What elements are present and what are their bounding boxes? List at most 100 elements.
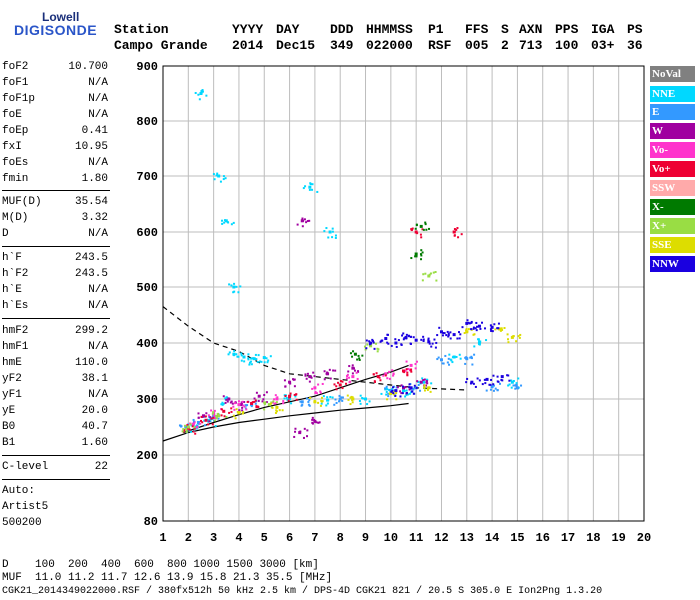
x-tick-label: 13 — [460, 531, 474, 545]
y-tick-label: 400 — [136, 337, 158, 351]
data-point — [422, 379, 425, 382]
data-point — [308, 404, 311, 407]
data-point — [347, 398, 350, 401]
data-point — [368, 400, 371, 403]
data-point — [328, 368, 331, 371]
data-point — [257, 394, 261, 398]
data-point — [193, 427, 196, 430]
data-point — [257, 354, 260, 357]
data-point — [375, 342, 378, 345]
data-point — [408, 388, 411, 391]
data-point — [492, 374, 495, 377]
data-point — [364, 348, 367, 351]
data-point — [307, 403, 310, 406]
data-point — [317, 401, 320, 404]
data-point — [414, 255, 417, 258]
data-point — [456, 227, 459, 230]
data-point — [311, 188, 314, 191]
data-point — [489, 383, 492, 386]
data-point — [237, 411, 241, 415]
data-point — [447, 332, 450, 335]
data-point — [243, 401, 246, 404]
data-point — [191, 425, 194, 428]
data-point — [366, 403, 369, 406]
chart-axes — [162, 65, 645, 522]
data-point — [419, 380, 423, 384]
data-point — [255, 406, 258, 409]
data-point — [472, 382, 475, 385]
data-point — [428, 273, 431, 276]
data-point — [294, 427, 297, 430]
data-point — [469, 356, 472, 359]
data-point — [432, 271, 435, 274]
data-point — [275, 401, 278, 404]
data-point — [392, 389, 395, 392]
data-point — [409, 386, 413, 390]
data-point — [267, 359, 270, 362]
data-point — [221, 219, 224, 222]
chart-grid — [162, 65, 645, 522]
data-point — [313, 375, 316, 378]
data-point — [351, 372, 354, 375]
data-point — [251, 401, 254, 404]
data-point — [452, 333, 456, 337]
data-point — [313, 418, 316, 421]
data-point — [472, 327, 475, 330]
data-point — [289, 392, 292, 395]
auto-label: Auto: — [2, 485, 36, 497]
data-point — [476, 325, 479, 328]
data-point — [447, 334, 450, 337]
data-point — [233, 402, 236, 405]
param-row: B0 40.7 — [2, 421, 108, 433]
data-point — [512, 379, 515, 382]
param-row: foF1p N/A — [2, 93, 108, 105]
data-point — [496, 375, 499, 378]
legend-item-ssw: SSW — [650, 180, 695, 196]
data-point — [390, 344, 393, 347]
data-point — [448, 353, 451, 356]
data-point — [346, 375, 349, 378]
data-point — [497, 380, 500, 383]
data-point — [326, 372, 330, 376]
data-point — [484, 382, 487, 385]
data-point — [485, 377, 489, 381]
data-point — [285, 396, 288, 399]
data-point — [256, 361, 259, 364]
data-point — [237, 403, 241, 407]
data-point — [358, 358, 361, 361]
data-point — [411, 227, 414, 230]
data-point — [392, 373, 395, 376]
data-point — [340, 396, 343, 399]
data-point — [329, 395, 332, 398]
data-point — [421, 251, 424, 254]
data-point — [449, 331, 452, 334]
data-point — [223, 221, 226, 224]
data-point — [241, 412, 244, 415]
data-point — [420, 249, 423, 252]
data-point — [299, 430, 302, 433]
distance-scale: D 100 200 400 600 800 1000 1500 3000 [km… — [2, 559, 319, 571]
data-point — [467, 321, 470, 324]
data-point — [388, 388, 391, 391]
data-point — [464, 356, 467, 359]
param-row: foF1 N/A — [2, 77, 108, 89]
data-point — [458, 337, 461, 340]
logo-digisonde: DIGISONDE — [14, 22, 98, 38]
x-tick-label: 16 — [536, 531, 550, 545]
data-point — [376, 347, 379, 350]
data-point — [301, 217, 304, 220]
data-point — [396, 386, 399, 389]
data-point — [441, 362, 444, 365]
data-point — [357, 370, 360, 373]
data-point — [308, 185, 312, 189]
data-point — [419, 233, 422, 236]
data-point — [309, 397, 312, 400]
data-point — [401, 392, 404, 395]
data-point — [321, 382, 324, 385]
data-point — [226, 400, 229, 403]
data-point — [363, 345, 366, 348]
header-value-ddd: 349 — [330, 38, 354, 53]
data-point — [409, 369, 412, 372]
data-point — [219, 180, 222, 183]
data-point — [397, 339, 400, 342]
